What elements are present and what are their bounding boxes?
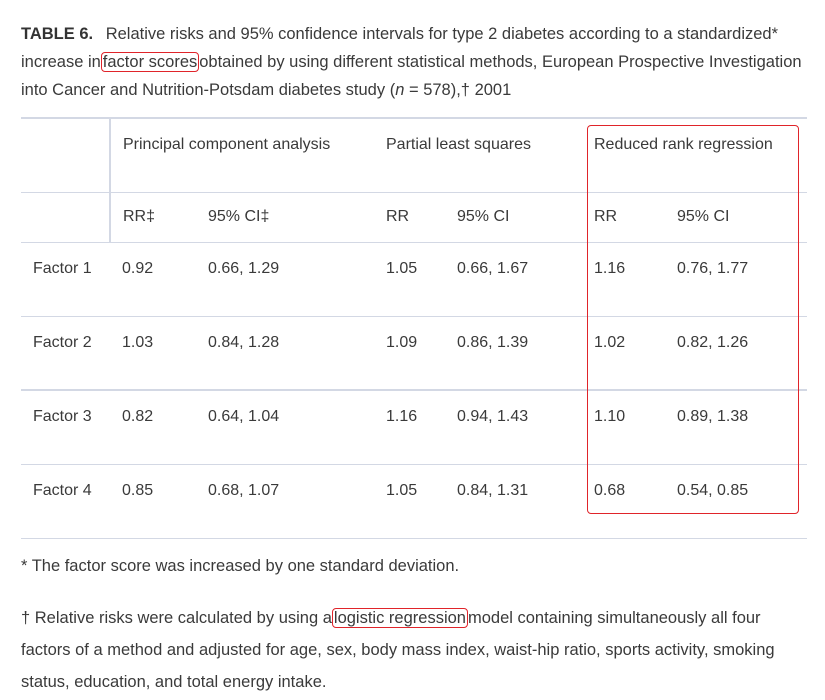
group-header-rrr: Reduced rank regression [594,117,808,193]
rrr-rr: 1.02 [594,316,677,391]
pls-ci: 0.94, 1.43 [457,390,594,465]
caption-text-continued: obtained by using different statistical … [21,53,802,99]
row-label: Factor 2 [21,316,110,391]
highlight-factor-scores: factor scores [100,52,200,72]
rrr-ci: 0.82, 1.26 [677,316,808,391]
subheader-pls-rr: RR [386,192,457,243]
rrr-ci: 0.89, 1.38 [677,390,808,465]
pca-ci: 0.84, 1.28 [208,316,386,391]
pca-rr: 0.85 [110,464,208,539]
row-label: Factor 4 [21,464,110,539]
group-header-pca: Principal component analysis [110,117,386,193]
rrr-rr: 1.16 [594,242,677,317]
row-label: Factor 1 [21,242,110,317]
sub-header-row: RR‡ 95% CI‡ RR 95% CI RR 95% CI [21,192,808,243]
pls-ci: 0.66, 1.67 [457,242,594,317]
subheader-pls-ci: 95% CI [457,192,594,243]
pls-rr: 1.16 [386,390,457,465]
pls-rr: 1.05 [386,242,457,317]
subheader-pca-rr: RR‡ [110,192,208,243]
table-row: Factor 1 0.92 0.66, 1.29 1.05 0.66, 1.67… [21,242,808,317]
rrr-rr: 0.68 [594,464,677,539]
rrr-ci: 0.76, 1.77 [677,242,808,317]
pls-rr: 1.05 [386,464,457,539]
footnote-dagger-text: † Relative risks were calculated by usin… [21,609,332,627]
highlight-logistic-regression: logistic regression [331,608,468,628]
subheader-rrr-ci: 95% CI [677,192,808,243]
stub-header [21,117,111,193]
pca-rr: 0.82 [110,390,208,465]
rrr-rr: 1.10 [594,390,677,465]
table-row: Factor 3 0.82 0.64, 1.04 1.16 0.94, 1.43… [21,390,808,465]
group-header-row: Principal component analysis Partial lea… [21,117,808,193]
n-value: = 578),† 2001 [404,81,512,99]
pls-ci: 0.84, 1.31 [457,464,594,539]
footnote-star: * The factor score was increased by one … [21,557,460,575]
subheader-rrr-rr: RR [594,192,677,243]
n-symbol: n [395,81,405,99]
footnote-dagger-text-continued: model containing simultaneously all four… [21,609,775,691]
pls-rr: 1.09 [386,316,457,391]
pls-ci: 0.86, 1.39 [457,316,594,391]
subheader-pca-ci: 95% CI‡ [208,192,386,243]
footnote-dagger: † Relative risks were calculated by usin… [21,602,811,698]
pca-rr: 0.92 [110,242,208,317]
table-row: Factor 4 0.85 0.68, 1.07 1.05 0.84, 1.31… [21,464,808,539]
pca-ci: 0.64, 1.04 [208,390,386,465]
pca-ci: 0.68, 1.07 [208,464,386,539]
rrr-ci: 0.54, 0.85 [677,464,808,539]
pca-ci: 0.66, 1.29 [208,242,386,317]
row-label: Factor 3 [21,390,110,465]
table-caption: TABLE 6. Relative risks and 95% confiden… [21,20,811,104]
caption-text: Relative risks and 95% confidence interv… [21,25,779,71]
pca-rr: 1.03 [110,316,208,391]
table-row: Factor 2 1.03 0.84, 1.28 1.09 0.86, 1.39… [21,316,808,391]
results-table: Principal component analysis Partial lea… [21,117,808,539]
results-table-container: Principal component analysis Partial lea… [21,117,808,539]
table-label: TABLE 6. [21,25,94,43]
group-header-pls: Partial least squares [386,117,594,193]
stub-subheader [21,192,111,243]
